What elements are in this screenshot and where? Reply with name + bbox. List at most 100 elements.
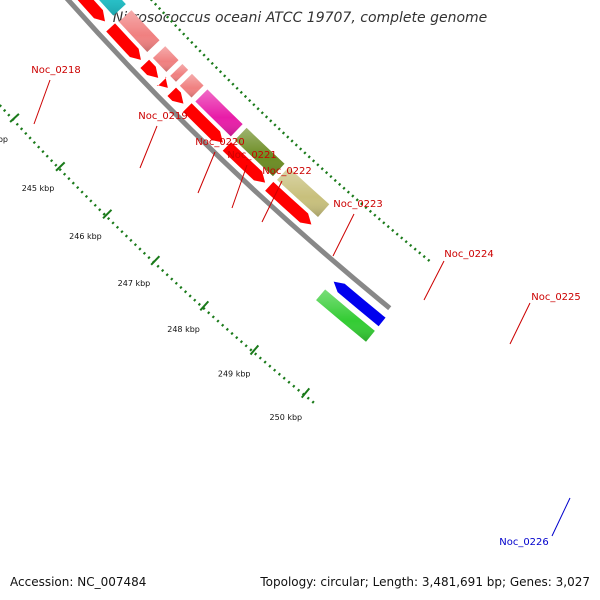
outer-tick-mark — [391, 228, 395, 232]
gene-label-noc_0226[interactable]: Noc_0226 — [499, 537, 549, 548]
kbp-label: 249 kbp — [218, 369, 251, 378]
inner-tick-mark — [41, 150, 45, 154]
outer-tick-mark — [252, 103, 256, 107]
gene-label-noc_0223[interactable]: Noc_0223 — [333, 199, 383, 210]
inner-tick-mark — [7, 113, 11, 117]
outer-tick-mark — [190, 40, 194, 45]
outer-tick-mark — [210, 61, 214, 66]
inner-tick-mark — [165, 273, 169, 277]
inner-tick-mark — [2, 108, 7, 113]
inner-tick-mark — [221, 323, 225, 327]
inner-tick-mark — [216, 319, 220, 323]
outer-tick-mark — [409, 243, 413, 248]
inner-tick-mark — [138, 247, 142, 251]
outer-tick-mark — [422, 255, 426, 259]
inner-tick-mark — [258, 356, 262, 360]
inner-tick-mark — [102, 212, 106, 216]
outer-tick-mark — [206, 57, 210, 61]
outer-tick-mark — [333, 178, 337, 183]
gene-label-noc_0220[interactable]: Noc_0220 — [195, 137, 245, 148]
cds-arrow — [183, 103, 223, 143]
inner-tick-mark — [225, 327, 229, 331]
inner-tick-mark — [174, 281, 178, 285]
kbp-label: 248 kbp — [167, 325, 200, 334]
inner-tick-mark — [142, 251, 147, 255]
kbp-label: 245 kbp — [22, 184, 55, 193]
inner-tick-mark — [273, 368, 277, 372]
kbp-major-tick — [199, 300, 210, 311]
outer-tick-mark — [231, 82, 235, 86]
inner-tick-mark — [277, 372, 281, 376]
gene-label-noc_0219[interactable]: Noc_0219 — [138, 111, 188, 122]
inner-tick-mark — [111, 221, 115, 225]
kbp-major-tick — [9, 113, 20, 123]
outer-tick-mark — [223, 74, 227, 78]
gene-block-shade — [152, 46, 179, 72]
inner-tick-mark — [202, 306, 206, 311]
gene-leader-line — [509, 302, 531, 345]
outer-tick-mark — [377, 217, 381, 221]
gene-label-noc_0225[interactable]: Noc_0225 — [531, 292, 581, 303]
gene-leader-line — [231, 164, 248, 209]
inner-tick-mark — [188, 294, 192, 298]
inner-tick-mark — [311, 400, 315, 404]
gene-label-noc_0224[interactable]: Noc_0224 — [444, 249, 494, 260]
kbp-major-tick — [102, 209, 113, 220]
inner-tick-mark — [0, 104, 2, 108]
outer-tick-mark — [256, 107, 260, 111]
cds-arrow — [140, 59, 159, 78]
gene-layer — [99, 0, 375, 342]
inner-tick-mark — [32, 140, 36, 145]
inner-tick-mark — [254, 352, 258, 356]
accession-text: Accession: NC_007484 — [10, 575, 146, 589]
gene-label-noc_0218[interactable]: Noc_0218 — [31, 65, 81, 76]
inner-tick-mark — [287, 380, 291, 384]
inner-tick-mark — [67, 177, 71, 181]
outer-tick-mark — [382, 221, 386, 225]
inner-tick-mark — [282, 376, 286, 380]
gene-label-noc_0222[interactable]: Noc_0222 — [262, 166, 312, 177]
outer-tick-mark — [418, 251, 422, 255]
inner-tick-mark — [179, 285, 183, 290]
inner-tick-mark — [98, 208, 102, 212]
gene-block-shade — [234, 127, 285, 177]
inner-tick-mark — [15, 122, 19, 126]
outer-tick-mark — [324, 171, 329, 175]
backbone-layer — [64, 0, 392, 311]
kbp-major-tick — [300, 387, 311, 399]
outer-tick-mark — [286, 135, 290, 139]
gene-leader-line — [551, 497, 571, 537]
gene-block-shade — [170, 64, 189, 82]
inner-tick-mark — [115, 225, 120, 229]
gene-leader-line — [33, 79, 51, 125]
outer-tick-mark — [198, 49, 202, 53]
gene-leader-line — [332, 213, 355, 257]
inner-tick-mark — [297, 388, 301, 392]
inner-tick-mark — [249, 348, 253, 352]
outer-tick-mark — [290, 139, 294, 143]
inner-tick-mark — [19, 127, 24, 131]
inner-tick-mark — [62, 172, 67, 176]
inner-tick-mark — [80, 190, 84, 194]
inner-tick-mark — [207, 311, 211, 315]
outer-tick-mark — [299, 147, 303, 151]
inner-tick-mark — [230, 331, 234, 336]
inner-tick-mark — [89, 199, 93, 203]
cds-arrow — [77, 0, 106, 22]
outer-tick-mark — [260, 111, 264, 115]
outer-tick-mark — [227, 78, 231, 82]
gene-label-noc_0221[interactable]: Noc_0221 — [227, 150, 277, 161]
outer-tick-mark — [404, 240, 408, 244]
inner-tick-mark — [235, 336, 239, 340]
tick-layer — [0, 0, 431, 404]
outer-tick-mark — [386, 225, 390, 229]
outer-tick-mark — [182, 32, 186, 36]
outer-tick-mark — [248, 98, 252, 103]
outer-tick-mark — [202, 53, 206, 57]
inner-tick-mark — [76, 185, 80, 190]
inner-tick-mark — [28, 136, 32, 140]
inner-tick-mark — [161, 268, 165, 273]
